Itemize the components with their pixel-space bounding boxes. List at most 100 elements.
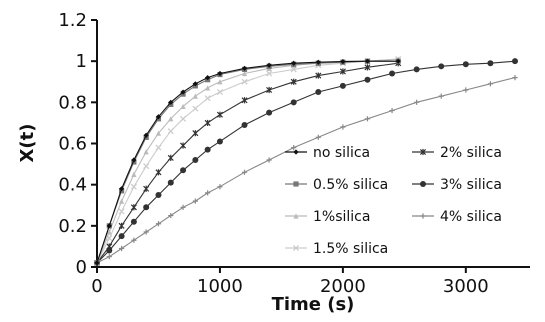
series-no-silica-marker [143,132,149,138]
series-4-silica-marker [241,169,248,175]
series-3-silica-marker [180,167,187,174]
series-no-silica-marker [364,58,371,64]
series-1-5-silica-marker [241,78,248,85]
series-3-silica-marker [143,204,150,211]
series-3-silica-marker [413,66,420,73]
series-4-silica-marker [180,204,186,210]
series-line-3-silica [96,60,516,264]
series-no-silica-marker [395,58,401,64]
legend-item-1-5-silica: 1.5% silica [285,241,388,257]
series-no-silica-marker [315,59,321,65]
legend-3-silica-marker [420,181,426,187]
series-3-silica-marker [266,109,273,116]
series-4-silica-marker [315,134,321,140]
series-1-5-silica-marker [179,115,187,122]
series-no-silica-marker [241,65,248,71]
series-1-5-silica-marker [266,70,273,77]
series-4-silica-marker [291,145,297,151]
series-1-5-silica-marker [118,208,125,215]
y-axis-title: X(t) [17,124,38,163]
series-1-silica-marker [168,116,174,122]
series-4-silica [94,75,518,266]
series-2-silica-marker [339,68,346,75]
series-line-no-silica [96,60,399,264]
legend-label: 3% silica [440,177,502,193]
series-4-silica-marker [205,190,211,196]
series-2-silica-marker [204,119,211,127]
legend-label: 4% silica [440,209,502,225]
series-3-silica-marker [155,191,162,198]
series-line-1-5-silica [96,58,399,264]
legend-item-2-silica: 2% silica [412,145,502,161]
legend-0-5-silica-marker [293,181,299,187]
series-1-silica-marker [217,79,223,85]
series-3-silica-marker [216,138,223,145]
series-3-silica-marker [167,179,174,186]
series-1-5-silica-marker [167,128,174,135]
series-no-silica [94,58,401,266]
series-no-silica-marker [217,70,223,77]
x-ticks: 0 1000 2000 3000 [91,267,489,297]
series-3-silica-marker [512,58,518,65]
series-line-0-5-silica [96,60,399,264]
series-1-silica-marker [192,93,198,99]
series-group [93,56,518,266]
series-1-silica-marker [118,198,125,204]
series-4-silica-marker [168,212,174,219]
series-2-silica-marker [364,64,371,71]
series-1-5-silica-marker [216,88,224,96]
legend-item-3-silica: 3% silica [412,177,502,193]
series-3-silica-marker [487,60,494,67]
series-2-silica-marker [241,97,248,104]
legend-4-silica-marker [420,213,426,219]
series-4-silica-marker [131,237,137,243]
series-1-5-silica-marker [192,105,199,112]
series-3-silica-marker [364,76,371,83]
legend: no silica 2% silica 0.5% silica 3% silica 1%… [285,145,502,257]
legend-label: 1%silica [313,209,370,225]
series-2-silica-marker [167,154,174,162]
series-2-silica-marker [118,222,125,229]
legend-1-silica-marker [293,213,299,219]
series-no-silica-marker [192,81,198,87]
series-line-1-silica [96,58,399,264]
series-3-silica-marker [462,61,469,68]
series-1-silica-marker [180,103,186,110]
series-1-silica-marker [143,149,149,155]
series-no-silica-marker [131,157,137,163]
y-tick-label: 0.2 [58,216,87,237]
series-1-5-silica-marker [143,163,150,170]
series-no-silica-marker [180,89,186,95]
series-no-silica-marker [266,62,272,68]
y-ticks: 0 0.2 0.4 0.6 0.8 1 1.2 [58,10,97,278]
series-3-silica-marker [192,156,199,163]
series-2-silica-marker [290,78,297,85]
series-3-silica-marker [241,121,248,128]
series-4-silica-marker [217,184,223,190]
series-2-silica-marker [216,111,223,118]
series-4-silica-marker [364,116,371,122]
y-tick-label: 0 [76,257,87,278]
series-2-silica-marker [130,204,137,211]
series-4-silica-marker [389,107,395,114]
series-no-silica-marker [118,186,125,192]
series-4-silica-marker [414,99,420,105]
series-2-silica-marker [143,185,150,192]
legend-item-0-5-silica: 0.5% silica [285,177,388,193]
y-tick-label: 1 [76,51,87,72]
series-2-silica [93,60,402,266]
series-2-silica-marker [192,130,199,137]
series-4-silica-marker [155,221,162,227]
series-1-silica-marker [131,171,137,177]
series-2-silica-marker [155,169,162,176]
series-1-5-silica-marker [204,95,211,102]
series-4-silica-marker [118,245,125,252]
legend-label: 2% silica [440,145,502,161]
y-tick-label: 0.4 [58,175,87,196]
y-tick-label: 0.8 [58,92,87,113]
series-no-silica-marker [94,260,100,266]
series-3-silica-marker [389,70,396,77]
series-no-silica-marker [340,58,346,65]
legend-label: no silica [313,145,370,161]
